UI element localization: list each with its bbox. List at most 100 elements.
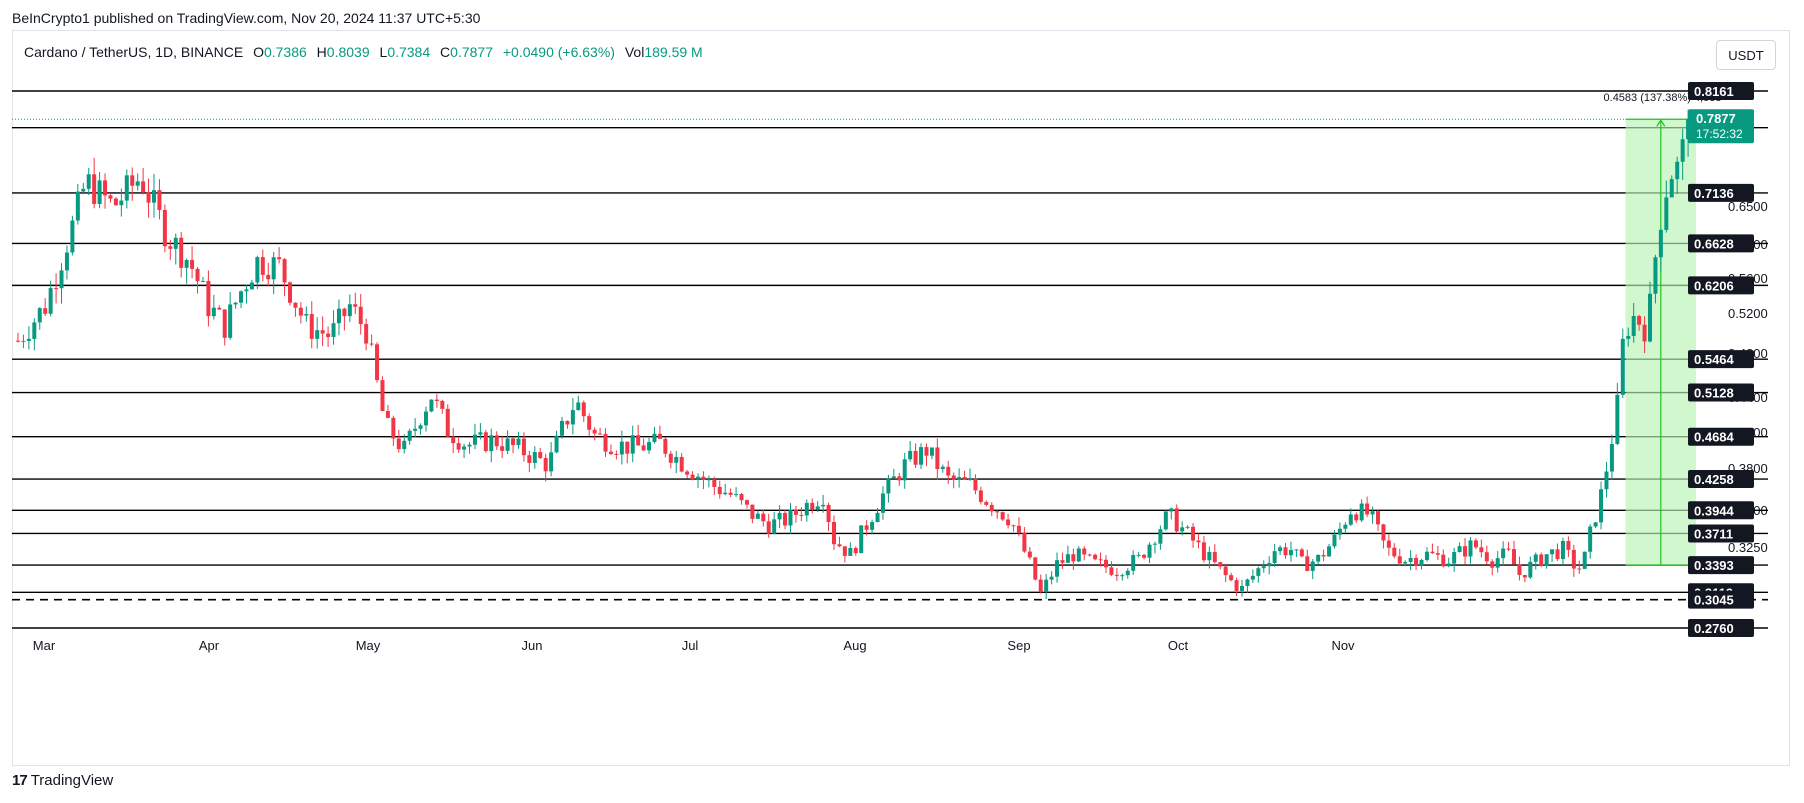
open-value: 0.7386 bbox=[263, 44, 307, 60]
candle-body bbox=[326, 333, 331, 337]
candle-body bbox=[1376, 511, 1380, 525]
candle-body bbox=[1278, 547, 1283, 552]
candle-body bbox=[521, 438, 526, 456]
candle-body bbox=[358, 306, 363, 325]
x-axis-label: Jul bbox=[682, 638, 699, 653]
candle-body bbox=[1517, 564, 1522, 575]
candle-body bbox=[1098, 559, 1103, 561]
candle-body bbox=[298, 307, 303, 316]
candle-body bbox=[1011, 525, 1016, 527]
candle-body bbox=[43, 308, 48, 314]
candle-body bbox=[233, 302, 238, 305]
candle-body bbox=[810, 502, 815, 510]
candle-body bbox=[505, 438, 510, 451]
candle-body bbox=[108, 195, 113, 199]
candle-body bbox=[891, 476, 896, 478]
candle-body bbox=[696, 476, 700, 480]
candle-body bbox=[347, 304, 352, 317]
candle-body bbox=[413, 428, 418, 431]
candle-body bbox=[1321, 555, 1326, 557]
current-price-badge-bg bbox=[1688, 109, 1754, 144]
candle-body bbox=[723, 492, 728, 495]
tradingview-logo[interactable]: 17 TradingView bbox=[12, 772, 113, 789]
candle-body bbox=[1120, 575, 1125, 577]
candle-body bbox=[1588, 526, 1593, 552]
candle-body bbox=[1642, 324, 1647, 342]
candle-body bbox=[92, 174, 97, 205]
candle-body bbox=[908, 450, 913, 460]
candle-body bbox=[1539, 554, 1544, 566]
candle-body bbox=[157, 190, 162, 210]
candle-body bbox=[113, 198, 118, 206]
candle-body bbox=[1348, 514, 1353, 525]
candle-body bbox=[1240, 585, 1244, 591]
candle-body bbox=[1163, 511, 1168, 530]
candle-body bbox=[396, 438, 401, 450]
candle-body bbox=[516, 438, 521, 446]
candle-body bbox=[1544, 554, 1549, 566]
level-badge-bg bbox=[1688, 276, 1754, 295]
candle-body bbox=[608, 451, 613, 454]
candle-body bbox=[1637, 316, 1642, 325]
candle-body bbox=[1272, 551, 1277, 564]
candle-body bbox=[1065, 554, 1070, 563]
candle-body bbox=[701, 476, 706, 480]
candle-body bbox=[913, 450, 918, 465]
symbol-title[interactable]: Cardano / TetherUS, 1D, BINANCE bbox=[24, 44, 244, 60]
candle-body bbox=[407, 430, 412, 441]
candle-body bbox=[1484, 552, 1489, 562]
level-badge: 0.6206 bbox=[1694, 278, 1734, 293]
dashed-level-badge-bg bbox=[1688, 590, 1754, 609]
candle-body bbox=[940, 466, 945, 469]
level-badge: 0.2760 bbox=[1694, 621, 1734, 636]
candle-body bbox=[1261, 566, 1266, 569]
candle-body bbox=[483, 432, 488, 452]
candle-body bbox=[37, 308, 42, 323]
candle-body bbox=[946, 466, 951, 476]
candle-body bbox=[1131, 555, 1136, 571]
x-axis-label: Mar bbox=[33, 638, 56, 653]
candle-body bbox=[1022, 532, 1027, 552]
candle-body bbox=[793, 509, 798, 515]
candle-body bbox=[1555, 549, 1560, 560]
candle-body bbox=[64, 252, 69, 271]
candle-body bbox=[1114, 574, 1119, 576]
chart-panel bbox=[12, 30, 1790, 766]
candle-body bbox=[239, 291, 244, 303]
candle-body bbox=[1174, 508, 1179, 532]
candle-body bbox=[1403, 561, 1408, 564]
candle-body bbox=[380, 380, 385, 411]
candle-body bbox=[625, 441, 630, 454]
candle-body bbox=[783, 512, 788, 526]
candle-body bbox=[206, 281, 211, 317]
level-badge: 0.3393 bbox=[1694, 558, 1734, 573]
candle-body bbox=[315, 330, 320, 339]
candle-body bbox=[848, 548, 853, 556]
candle-body bbox=[1082, 548, 1087, 555]
candle-body bbox=[706, 479, 711, 481]
candle-body bbox=[48, 288, 53, 314]
candle-body bbox=[1566, 541, 1571, 550]
candle-body bbox=[717, 486, 722, 495]
candle-body bbox=[418, 425, 423, 429]
candle-body bbox=[59, 270, 64, 289]
candle-body bbox=[440, 400, 445, 409]
candle-body bbox=[1359, 503, 1364, 521]
level-badge-bg bbox=[1688, 427, 1754, 446]
candle-body bbox=[864, 525, 869, 530]
candle-body bbox=[478, 432, 483, 435]
level-badge: 0.8161 bbox=[1694, 84, 1734, 99]
candle-body bbox=[1582, 551, 1587, 569]
level-badge-bg bbox=[1688, 82, 1754, 100]
candle-body bbox=[462, 446, 467, 450]
high-label: H bbox=[316, 44, 327, 60]
candle-body bbox=[1256, 568, 1261, 576]
currency-button[interactable]: USDT bbox=[1716, 40, 1776, 70]
candle-body bbox=[445, 408, 450, 437]
candle-body bbox=[1343, 524, 1348, 529]
candle-body bbox=[1125, 570, 1130, 576]
candle-body bbox=[663, 438, 668, 454]
candle-body bbox=[1599, 489, 1604, 523]
candle-body bbox=[870, 522, 875, 530]
